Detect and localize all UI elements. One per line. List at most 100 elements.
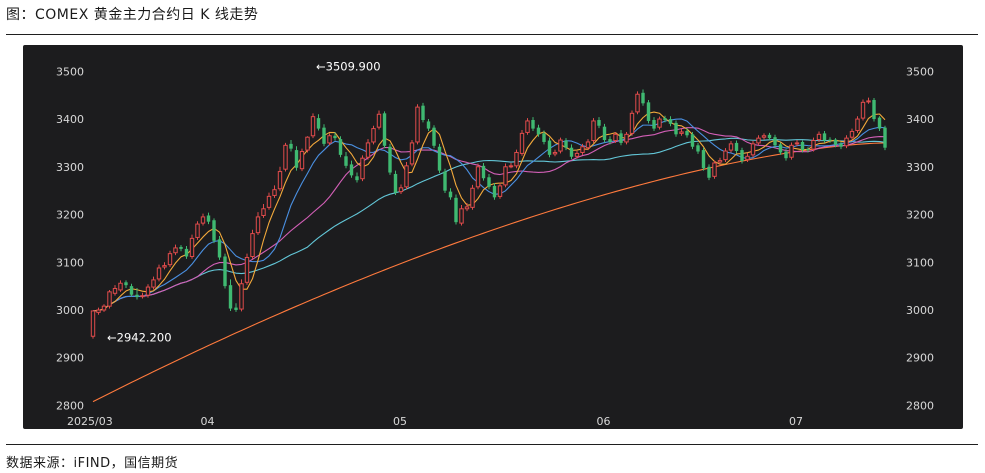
candle-body-up bbox=[376, 113, 382, 128]
candle-body-up bbox=[574, 152, 580, 157]
candle-body-down bbox=[228, 285, 233, 309]
candle-body-down bbox=[481, 165, 486, 179]
candle-body-down bbox=[393, 173, 398, 193]
y-tick-label-left: 3400 bbox=[56, 113, 84, 126]
candle-body-down bbox=[652, 120, 656, 129]
top-divider bbox=[6, 34, 978, 35]
candle-body-up bbox=[327, 135, 332, 144]
candle-body-down bbox=[674, 122, 678, 135]
candle-body-up bbox=[613, 133, 618, 142]
y-tick-label-right: 3000 bbox=[906, 304, 934, 317]
candle-body-up bbox=[167, 253, 173, 266]
candle-body-down bbox=[828, 139, 832, 141]
candle-body-down bbox=[448, 191, 453, 198]
candle-body-up bbox=[90, 310, 96, 337]
candle-body-down bbox=[883, 127, 887, 148]
candle-body-up bbox=[712, 162, 717, 177]
candle-body-up bbox=[283, 144, 288, 170]
candle-body-down bbox=[536, 127, 541, 135]
candle-body-up bbox=[299, 151, 305, 170]
candle-body-down bbox=[685, 130, 689, 136]
candle-body-up bbox=[629, 112, 635, 134]
source-note: 数据来源：iFIND，国信期货 bbox=[6, 456, 179, 471]
moving-average-layer bbox=[92, 111, 886, 403]
y-tick-label-right: 3100 bbox=[906, 256, 934, 269]
y-tick-label-left: 3200 bbox=[56, 209, 84, 222]
candle-body-up bbox=[151, 279, 156, 288]
candle-body-down bbox=[564, 140, 568, 148]
candle-body-down bbox=[135, 294, 139, 298]
candle-body-down bbox=[294, 150, 299, 168]
candle-body-down bbox=[322, 127, 326, 144]
candle-body-down bbox=[223, 256, 227, 287]
candle-body-up bbox=[580, 146, 585, 153]
candle-body-down bbox=[734, 142, 739, 152]
candle-body-up bbox=[508, 165, 514, 168]
chart-panel: 2800 2800 2900 2900 3000 3000 3100 3100 3200 3200… bbox=[23, 45, 963, 429]
candle-body-up bbox=[398, 187, 404, 193]
candle-body-up bbox=[360, 157, 365, 180]
candle-body-up bbox=[514, 151, 519, 167]
candle-body-down bbox=[388, 146, 392, 173]
candle-body-up bbox=[464, 206, 470, 210]
candle-body-up bbox=[552, 151, 558, 155]
candle-body-up bbox=[244, 256, 250, 283]
candle-body-up bbox=[750, 143, 756, 156]
candle-body-up bbox=[761, 135, 767, 138]
candle-body-up bbox=[96, 309, 101, 313]
candle-body-up bbox=[459, 208, 464, 224]
candle-body-down bbox=[206, 215, 211, 222]
candle-body-down bbox=[542, 133, 546, 142]
candle-body-down bbox=[212, 220, 216, 241]
candle-body-up bbox=[657, 118, 662, 128]
candle-body-down bbox=[767, 134, 772, 139]
candle-body-up bbox=[849, 130, 855, 138]
y-tick-label-right: 2800 bbox=[906, 399, 934, 412]
candle-body-up bbox=[404, 165, 409, 188]
candle-body-up bbox=[409, 142, 415, 165]
candle-body-up bbox=[624, 133, 629, 143]
candle-body-down bbox=[349, 164, 354, 176]
candle-body-up bbox=[250, 233, 255, 258]
candle-body-down bbox=[602, 126, 607, 141]
candle-body-up bbox=[310, 116, 316, 137]
candle-body-up bbox=[811, 140, 816, 150]
price-annotation: ←3509.900 bbox=[316, 60, 381, 74]
candle-body-down bbox=[701, 150, 706, 169]
y-tick-label-right: 3200 bbox=[906, 209, 934, 222]
candle-body-down bbox=[129, 286, 134, 295]
candle-body-up bbox=[239, 283, 244, 310]
candle-body-down bbox=[217, 239, 222, 258]
y-tick-label-right: 3300 bbox=[906, 161, 934, 174]
candle-body-down bbox=[432, 127, 436, 146]
candle-body-up bbox=[745, 155, 750, 161]
x-tick-label: 06 bbox=[597, 415, 611, 428]
ma40-line bbox=[92, 137, 886, 312]
candle-body-up bbox=[756, 137, 761, 144]
candle-body-up bbox=[717, 160, 723, 163]
candle-body-up bbox=[272, 189, 277, 196]
candle-body-up bbox=[475, 166, 481, 188]
candle-body-down bbox=[646, 102, 651, 121]
ma20-line bbox=[92, 127, 886, 312]
candle-body-up bbox=[261, 208, 266, 216]
candle-body-up bbox=[365, 142, 371, 158]
candle-body-up bbox=[371, 128, 376, 143]
candle-body-down bbox=[338, 139, 343, 155]
candle-body-up bbox=[277, 171, 283, 190]
candle-body-up bbox=[140, 295, 145, 298]
candle-body-down bbox=[426, 121, 431, 129]
x-tick-label: 05 bbox=[393, 415, 407, 428]
candle-body-up bbox=[195, 223, 200, 238]
candle-body-down bbox=[333, 135, 337, 139]
candle-body-up bbox=[145, 286, 151, 296]
candle-body-up bbox=[415, 106, 420, 143]
candle-body-up bbox=[519, 132, 525, 154]
candle-body-up bbox=[189, 237, 195, 258]
candle-body-up bbox=[503, 166, 508, 186]
candle-body-down bbox=[663, 118, 667, 121]
candle-body-up bbox=[497, 185, 503, 197]
candle-body-up bbox=[112, 288, 118, 294]
candle-body-down bbox=[421, 105, 425, 121]
candle-body-down bbox=[597, 120, 601, 126]
